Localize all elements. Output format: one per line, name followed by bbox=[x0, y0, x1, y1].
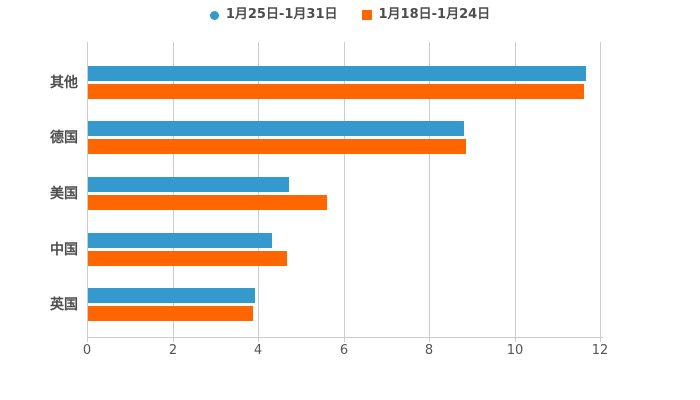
bar-series1-1 bbox=[88, 138, 467, 154]
category-label-2: 美国 bbox=[50, 186, 78, 202]
bar-series1-3 bbox=[88, 250, 287, 266]
bar-series1-4 bbox=[88, 305, 253, 321]
x-tick-label-10: 10 bbox=[506, 343, 524, 358]
category-label-3: 中国 bbox=[50, 242, 78, 258]
x-tick-label-12: 12 bbox=[591, 343, 609, 358]
x-tick-mark-8 bbox=[429, 337, 430, 342]
bar-series1-0 bbox=[88, 83, 584, 99]
y-axis-line bbox=[87, 42, 88, 337]
x-tick-label-4: 4 bbox=[253, 343, 263, 358]
gridline-x-6 bbox=[344, 42, 345, 337]
bar-series1-2 bbox=[88, 194, 328, 210]
bar-series0-0 bbox=[88, 65, 586, 81]
bar-series0-4 bbox=[88, 287, 255, 303]
gridline-x-8 bbox=[429, 42, 430, 337]
x-tick-mark-10 bbox=[515, 337, 516, 342]
x-tick-mark-12 bbox=[600, 337, 601, 342]
bar-series0-3 bbox=[88, 232, 272, 248]
category-label-4: 英国 bbox=[50, 297, 78, 313]
x-tick-label-2: 2 bbox=[168, 343, 178, 358]
x-tick-label-0: 0 bbox=[82, 343, 92, 358]
legend-square-marker-1 bbox=[361, 10, 372, 20]
bar-series0-2 bbox=[88, 176, 289, 192]
x-tick-mark-4 bbox=[258, 337, 259, 342]
gridline-x-12 bbox=[600, 42, 601, 337]
legend-circle-marker-0 bbox=[209, 10, 219, 20]
x-tick-label-8: 8 bbox=[424, 343, 434, 358]
plot-area: 0 2 4 6 8 10 12 bbox=[83, 42, 608, 358]
x-tick-label-6: 6 bbox=[339, 343, 349, 358]
legend-label-1: 1月18日-1月24日 bbox=[378, 7, 491, 22]
category-label-1: 德国 bbox=[50, 130, 78, 146]
legend-item-0[interactable]: 1月25日-1月31日 bbox=[209, 7, 338, 23]
x-tick-mark-6 bbox=[344, 337, 345, 342]
category-label-0: 其他 bbox=[50, 75, 78, 91]
legend-item-1[interactable]: 1月18日-1月24日 bbox=[361, 7, 491, 23]
legend-label-0: 1月25日-1月31日 bbox=[225, 7, 338, 22]
chart-legend: 1月25日-1月31日 1月18日-1月24日 bbox=[0, 7, 700, 23]
x-axis-line bbox=[87, 337, 603, 338]
x-tick-mark-0 bbox=[87, 337, 88, 342]
bar-series0-1 bbox=[88, 120, 465, 136]
x-tick-mark-2 bbox=[173, 337, 174, 342]
gridline-x-10 bbox=[515, 42, 516, 337]
